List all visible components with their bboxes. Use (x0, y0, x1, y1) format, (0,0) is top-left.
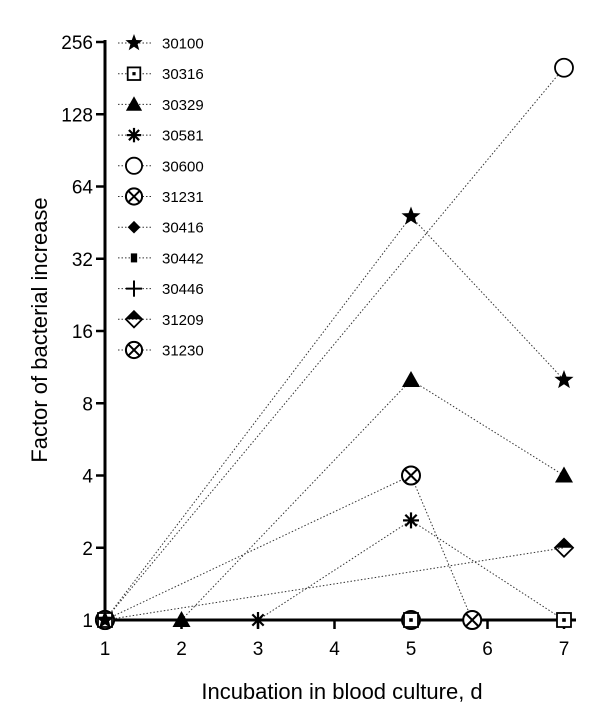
y-tick-label-16: 16 (72, 322, 93, 343)
series-line-31209 (104, 547, 565, 621)
y-tick-label-2: 2 (82, 539, 93, 560)
data-point-30100-1 (401, 206, 421, 225)
legend-marker-circle-open (125, 156, 144, 175)
x-tick-label-4: 4 (329, 639, 340, 660)
legend-label: 30329 (162, 97, 204, 114)
legend-label: 30416 (162, 220, 204, 237)
series-line-30329 (181, 379, 565, 621)
data-point-31231-1 (401, 465, 421, 486)
legend-label: 31231 (162, 189, 204, 206)
legend-marker-plus (125, 280, 143, 297)
legend-marker-star-filled (125, 34, 143, 51)
data-point-30100-0 (95, 610, 115, 629)
series-line-30100 (104, 215, 565, 621)
legend-item-31230: 31230 (118, 340, 204, 360)
data-point-31209-1 (553, 537, 575, 559)
data-point-30581-0 (250, 612, 266, 628)
data-point-31231-2 (462, 610, 483, 630)
legend-item-31209: 31209 (118, 309, 204, 329)
legend-label: 30100 (162, 36, 204, 53)
legend-marker-diamond-half (124, 309, 144, 329)
legend-marker-square-small-filled (130, 253, 138, 263)
legend-item-30416: 30416 (118, 220, 204, 237)
y-tick-label-1: 1 (82, 611, 93, 632)
x-tick-label-7: 7 (559, 639, 570, 660)
data-point-30329-2 (555, 466, 573, 483)
legend-item-30581: 30581 (118, 128, 204, 145)
markers-layer (94, 57, 575, 631)
data-point-30100-2 (554, 369, 574, 389)
data-point-30600-1 (554, 57, 574, 78)
series-line-30581 (257, 519, 565, 621)
x-tick-label-5: 5 (406, 639, 417, 660)
y-tick-label-4: 4 (82, 467, 93, 488)
legend-item-30329: 30329 (118, 96, 204, 114)
axes-layer: 1 2 4 8 16 32 64 128 256 1 2 3 4 5 6 7 (61, 33, 576, 660)
legend-item-30600: 30600 (118, 156, 204, 175)
y-axis-title: Factor of bacterial increase (27, 197, 52, 462)
legend-marker-triangle-filled (125, 96, 143, 111)
y-tick-label-8: 8 (82, 394, 93, 415)
legend-item-30442: 30442 (118, 250, 204, 267)
legend-item-30100: 30100 (118, 34, 204, 53)
x-tick-label-1: 1 (100, 639, 111, 660)
legend: 30100 30316 30329 30581 30600 31231 30416 30442… (118, 34, 204, 360)
legend-item-31231: 31231 (118, 187, 204, 206)
series-line-30600 (104, 67, 565, 621)
legend-label: 30446 (162, 281, 204, 298)
legend-label: 31209 (162, 312, 204, 329)
legend-label: 30581 (162, 128, 204, 145)
legend-item-30316: 30316 (118, 66, 204, 83)
legend-label: 30442 (162, 250, 204, 267)
data-point-30316-2 (556, 612, 572, 628)
data-point-30581-1 (403, 512, 419, 529)
legend-label: 30600 (162, 158, 204, 175)
legend-item-30446: 30446 (118, 280, 204, 298)
legend-marker-circle-x (124, 187, 144, 206)
x-axis-title: Incubation in blood culture, d (201, 679, 482, 704)
legend-marker-square-dot (126, 66, 142, 81)
y-tick-label-64: 64 (72, 178, 94, 199)
series-line-31231 (104, 474, 473, 621)
legend-marker-circle-x (124, 340, 144, 360)
x-tick-label-2: 2 (176, 639, 187, 660)
data-point-30316-1 (403, 612, 419, 628)
x-tick-label-3: 3 (253, 639, 264, 660)
legend-label: 31230 (162, 343, 204, 360)
y-tick-label-128: 128 (61, 105, 93, 126)
x-tick-label-6: 6 (482, 639, 493, 660)
y-tick-label-256: 256 (61, 33, 93, 54)
y-tick-label-32: 32 (72, 250, 93, 271)
data-point-30329-1 (402, 370, 420, 387)
legend-label: 30316 (162, 66, 204, 83)
legend-marker-asterisk (126, 127, 142, 143)
legend-marker-diamond-filled (127, 220, 141, 234)
data-point-30329-0 (172, 611, 191, 627)
